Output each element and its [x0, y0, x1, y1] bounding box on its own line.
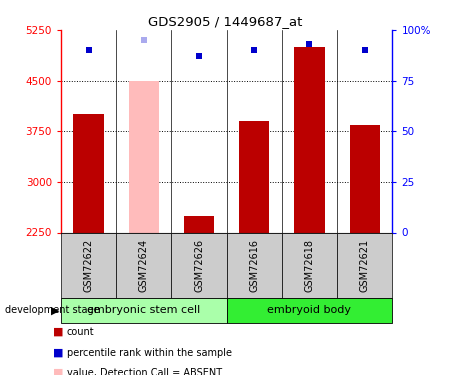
- Text: embryoid body: embryoid body: [267, 305, 351, 315]
- Text: GSM72624: GSM72624: [139, 239, 149, 292]
- Text: development stage: development stage: [5, 305, 99, 315]
- Bar: [116, 232, 171, 298]
- Text: GSM72618: GSM72618: [304, 239, 314, 292]
- Text: value, Detection Call = ABSENT: value, Detection Call = ABSENT: [67, 368, 222, 375]
- Bar: [61, 232, 116, 298]
- Bar: [226, 298, 392, 322]
- Bar: [337, 232, 392, 298]
- Text: count: count: [67, 327, 94, 337]
- Text: GSM72626: GSM72626: [194, 239, 204, 292]
- Text: GSM72616: GSM72616: [249, 239, 259, 292]
- Text: ■: ■: [53, 327, 64, 337]
- Bar: [282, 232, 337, 298]
- Bar: [61, 298, 226, 322]
- Text: percentile rank within the sample: percentile rank within the sample: [67, 348, 232, 357]
- Bar: [171, 232, 226, 298]
- Bar: [295, 47, 325, 232]
- Bar: [129, 81, 159, 232]
- Bar: [184, 216, 214, 232]
- Text: GSM72622: GSM72622: [83, 239, 93, 292]
- Bar: [74, 114, 104, 232]
- Text: GDS2905 / 1449687_at: GDS2905 / 1449687_at: [148, 15, 303, 28]
- Bar: [226, 232, 282, 298]
- Text: ▶: ▶: [51, 305, 59, 315]
- Bar: [350, 124, 380, 232]
- Text: ■: ■: [53, 348, 64, 357]
- Bar: [239, 121, 269, 232]
- Text: GSM72621: GSM72621: [360, 239, 370, 292]
- Text: ■: ■: [53, 368, 64, 375]
- Text: embryonic stem cell: embryonic stem cell: [87, 305, 200, 315]
